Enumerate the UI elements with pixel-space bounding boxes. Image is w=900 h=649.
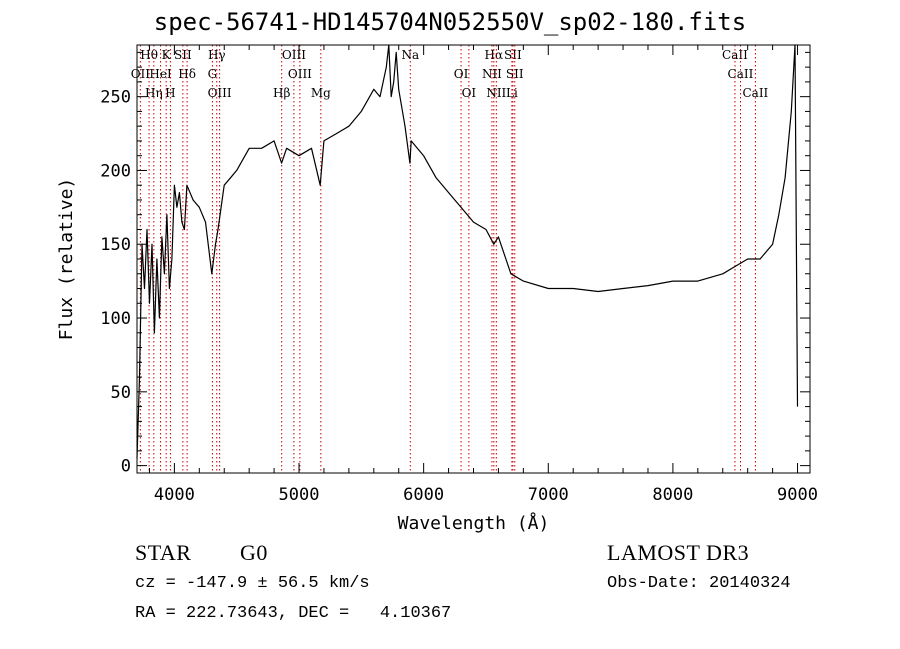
y-tick-label: 200 — [100, 161, 131, 181]
line-marker-label: Mg — [311, 86, 331, 100]
line-marker-label: OIII — [288, 67, 312, 81]
line-marker-label: OII — [131, 67, 151, 81]
survey-label: LAMOST DR3 — [607, 540, 750, 565]
x-tick-label: 4000 — [154, 485, 195, 505]
line-marker-label: SII — [506, 67, 524, 81]
line-marker-label: Hγ — [208, 48, 226, 62]
line-marker-label: SII — [504, 48, 522, 62]
x-tick-label: 6000 — [403, 485, 444, 505]
line-marker-label: OI — [462, 86, 477, 100]
line-marker-label: K — [162, 48, 172, 62]
line-marker-label: OIII — [282, 48, 306, 62]
x-tick-label: 8000 — [652, 485, 693, 505]
line-marker-label: G — [208, 67, 218, 81]
x-tick-label: 5000 — [279, 485, 320, 505]
object-class: STAR — [135, 540, 192, 565]
y-tick-label: 50 — [111, 383, 131, 403]
y-tick-label: 0 — [121, 457, 131, 477]
line-marker-label: H — [165, 86, 175, 100]
spectrum-line — [136, 44, 799, 459]
line-marker-label: Hα — [485, 48, 504, 62]
line-marker-label: CaII — [722, 48, 748, 62]
line-marker-label: OIII — [208, 86, 232, 100]
line-marker-label: CaII — [742, 86, 768, 100]
x-axis-label: Wavelength (Å) — [398, 512, 550, 534]
line-marker-label: SII — [174, 48, 192, 62]
line-marker-label: NII — [486, 86, 506, 100]
y-tick-label: 150 — [100, 235, 131, 255]
chart-title: spec-56741-HD145704N052550V_sp02-180.fit… — [153, 8, 747, 36]
line-marker-label: Hθ — [140, 48, 158, 62]
line-marker-label: OI — [454, 67, 469, 81]
y-tick-label: 250 — [100, 88, 131, 108]
redshift-text: cz = -147.9 ± 56.5 km/s — [135, 574, 370, 593]
line-marker-label: Hη — [145, 86, 163, 100]
line-marker-label: NII — [482, 67, 502, 81]
y-axis-label: Flux (relative) — [56, 178, 77, 341]
line-marker-label: Hβ — [273, 86, 290, 100]
obs-date: Obs-Date: 20140324 — [607, 574, 791, 593]
x-tick-label: 7000 — [528, 485, 569, 505]
line-marker-label: CaII — [728, 67, 754, 81]
line-marker-label: Na — [401, 48, 419, 62]
coordinates-text: RA = 222.73643, DEC = 4.10367 — [135, 604, 452, 623]
line-marker-label: Hδ — [178, 67, 196, 81]
y-tick-label: 100 — [100, 309, 131, 329]
spectral-subclass: G0 — [240, 540, 268, 565]
line-marker-label: Li — [506, 86, 518, 100]
x-tick-label: 9000 — [777, 485, 818, 505]
line-marker-label: HeI — [149, 67, 172, 81]
plot-frame — [136, 44, 811, 474]
